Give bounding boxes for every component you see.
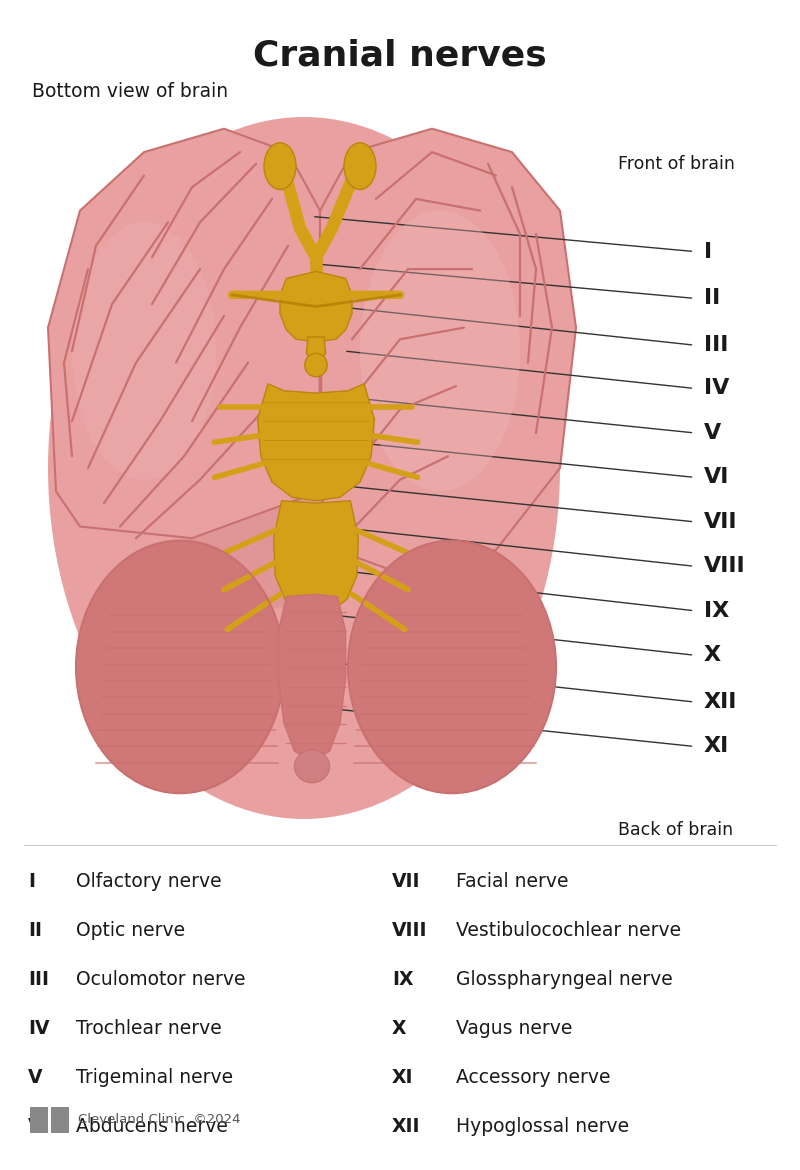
Polygon shape [48,129,320,538]
Polygon shape [278,594,346,760]
Ellipse shape [76,541,284,793]
Ellipse shape [305,353,327,377]
Polygon shape [302,613,330,702]
Text: Optic nerve: Optic nerve [76,921,185,940]
Text: VI: VI [28,1117,50,1136]
Text: Vagus nerve: Vagus nerve [456,1019,572,1038]
Text: XII: XII [704,691,738,713]
Text: Cranial nerves: Cranial nerves [253,39,547,73]
Text: VIII: VIII [704,556,746,577]
Text: Oculomotor nerve: Oculomotor nerve [76,970,246,989]
Polygon shape [258,384,374,501]
Ellipse shape [72,222,216,480]
Text: Abducens nerve: Abducens nerve [76,1117,228,1136]
Circle shape [264,143,296,190]
Text: Bottom view of brain: Bottom view of brain [32,82,228,101]
Text: Trochlear nerve: Trochlear nerve [76,1019,222,1038]
Text: XI: XI [704,736,730,757]
Text: VII: VII [392,872,421,890]
Text: Trigeminal nerve: Trigeminal nerve [76,1068,233,1087]
Text: Hypoglossal nerve: Hypoglossal nerve [456,1117,629,1136]
Text: II: II [28,921,42,940]
Text: XI: XI [392,1068,414,1087]
Polygon shape [306,337,326,360]
Text: Cleveland Clinic  ©2024: Cleveland Clinic ©2024 [78,1113,241,1127]
Text: X: X [704,645,721,666]
Ellipse shape [168,281,376,608]
Text: IX: IX [392,970,414,989]
Text: Front of brain: Front of brain [618,156,734,173]
Text: Back of brain: Back of brain [618,821,734,839]
Text: II: II [704,288,720,309]
Circle shape [344,143,376,190]
Text: VII: VII [704,511,738,532]
Text: V: V [704,422,722,443]
Text: VI: VI [704,467,730,488]
Ellipse shape [48,117,560,819]
Polygon shape [274,501,358,613]
Polygon shape [280,271,352,342]
Polygon shape [320,129,576,573]
Text: I: I [704,241,712,262]
Text: Olfactory nerve: Olfactory nerve [76,872,222,890]
Text: VIII: VIII [392,921,427,940]
Text: XII: XII [392,1117,421,1136]
Text: Vestibulocochlear nerve: Vestibulocochlear nerve [456,921,681,940]
Text: III: III [28,970,49,989]
Text: III: III [704,335,728,356]
Text: X: X [392,1019,406,1038]
Ellipse shape [360,211,520,491]
Text: Facial nerve: Facial nerve [456,872,569,890]
Ellipse shape [348,541,556,793]
Text: V: V [28,1068,42,1087]
Text: IX: IX [704,600,730,621]
Text: Glosspharyngeal nerve: Glosspharyngeal nerve [456,970,673,989]
Text: IV: IV [28,1019,50,1038]
Text: I: I [28,872,35,890]
FancyBboxPatch shape [51,1107,69,1133]
FancyBboxPatch shape [30,1107,48,1133]
Ellipse shape [294,750,330,783]
Text: Accessory nerve: Accessory nerve [456,1068,610,1087]
Text: IV: IV [704,378,730,399]
